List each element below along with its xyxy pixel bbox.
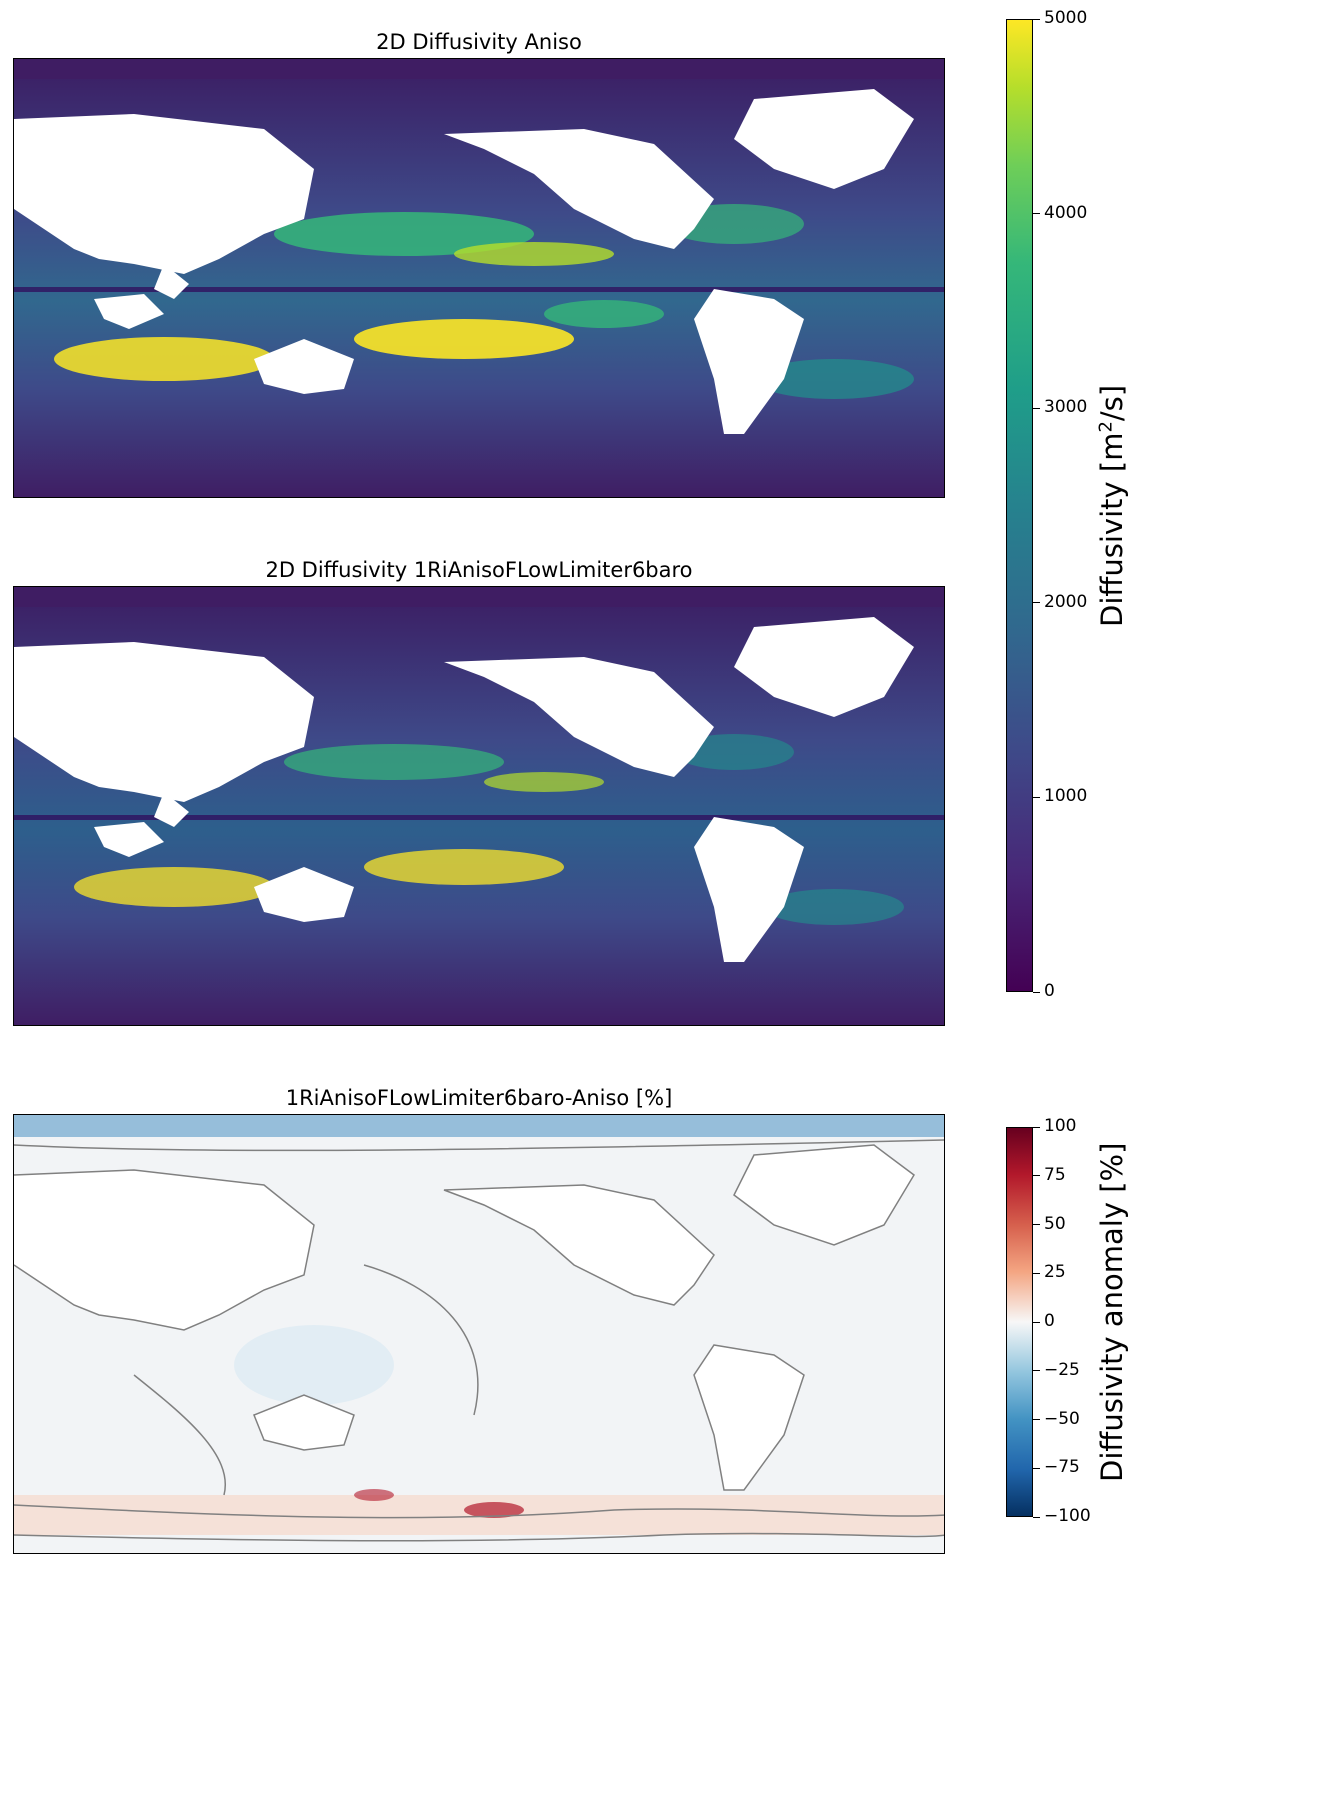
- colorbar-rdbu-tick-label: −100: [1044, 1506, 1091, 1526]
- colorbar-rdbu-tickmark: [1033, 1126, 1040, 1128]
- panel2-map: [13, 586, 945, 1026]
- colorbar-viridis-tickmark: [1033, 213, 1040, 215]
- panel2-title: 2D Diffusivity 1RiAnisoFLowLimiter6baro: [265, 558, 693, 582]
- colorbar-viridis-label-sup: 2: [1095, 421, 1117, 433]
- panel3-map: [13, 1114, 945, 1554]
- panel1-map: [13, 58, 945, 498]
- colorbar-rdbu-tick-label: 75: [1044, 1164, 1066, 1185]
- colorbar-rdbu-tick-label: 50: [1044, 1213, 1066, 1234]
- colorbar-rdbu-tickmark: [1033, 1272, 1040, 1274]
- colorbar-rdbu-tickmark: [1033, 1175, 1040, 1177]
- colorbar-rdbu-tickmark: [1033, 1516, 1040, 1518]
- colorbar-viridis-tickmark: [1033, 407, 1040, 409]
- colorbar-viridis: [1006, 19, 1033, 992]
- colorbar-viridis-tickmark: [1033, 991, 1040, 993]
- colorbar-rdbu-tick-label: −75: [1044, 1457, 1080, 1478]
- colorbar-rdbu-tick-label: 25: [1044, 1262, 1066, 1283]
- colorbar-rdbu-tick-label: −25: [1044, 1359, 1080, 1380]
- colorbar-rdbu-tickmark: [1033, 1419, 1040, 1420]
- panel3-heatmap: [14, 1115, 944, 1553]
- colorbar-viridis-tick-label: 4000: [1044, 202, 1088, 223]
- colorbar-viridis-tickmark: [1033, 18, 1040, 20]
- panel3-title: 1RiAnisoFLowLimiter6baro-Aniso [%]: [285, 1086, 673, 1110]
- colorbar-rdbu-tick-label: 100: [1044, 1116, 1077, 1136]
- panel1-title: 2D Diffusivity Aniso: [376, 30, 582, 54]
- panel2-heatmap: [14, 587, 944, 1025]
- colorbar-rdbu: [1006, 1127, 1033, 1517]
- colorbar-rdbu-tick-label: 0: [1044, 1311, 1055, 1331]
- colorbar-viridis-label-main: Diffusivity [m: [1095, 432, 1129, 627]
- colorbar-viridis-tick-label: 5000: [1044, 8, 1088, 28]
- colorbar-viridis-label-end: /s]: [1095, 384, 1129, 422]
- colorbar-rdbu-tickmark: [1033, 1370, 1040, 1372]
- colorbar-viridis-tick-label: 0: [1044, 981, 1055, 1001]
- colorbar-viridis-tick-label: 1000: [1044, 786, 1088, 807]
- colorbar-viridis-tick-label: 3000: [1044, 397, 1088, 418]
- colorbar-rdbu-tickmark: [1033, 1321, 1040, 1323]
- colorbar-rdbu-tickmark: [1033, 1224, 1040, 1225]
- panel1-heatmap: [14, 59, 944, 497]
- colorbar-viridis-tickmark: [1033, 796, 1040, 798]
- colorbar-rdbu-tick-label: −50: [1044, 1408, 1080, 1429]
- colorbar-viridis-label: Diffusivity [m2/s]: [1095, 385, 1129, 627]
- colorbar-rdbu-tickmark: [1033, 1467, 1040, 1469]
- colorbar-rdbu-label: Diffusivity anomaly [%]: [1095, 1142, 1129, 1482]
- colorbar-viridis-tick-label: 2000: [1044, 591, 1088, 612]
- colorbar-viridis-tickmark: [1033, 602, 1040, 604]
